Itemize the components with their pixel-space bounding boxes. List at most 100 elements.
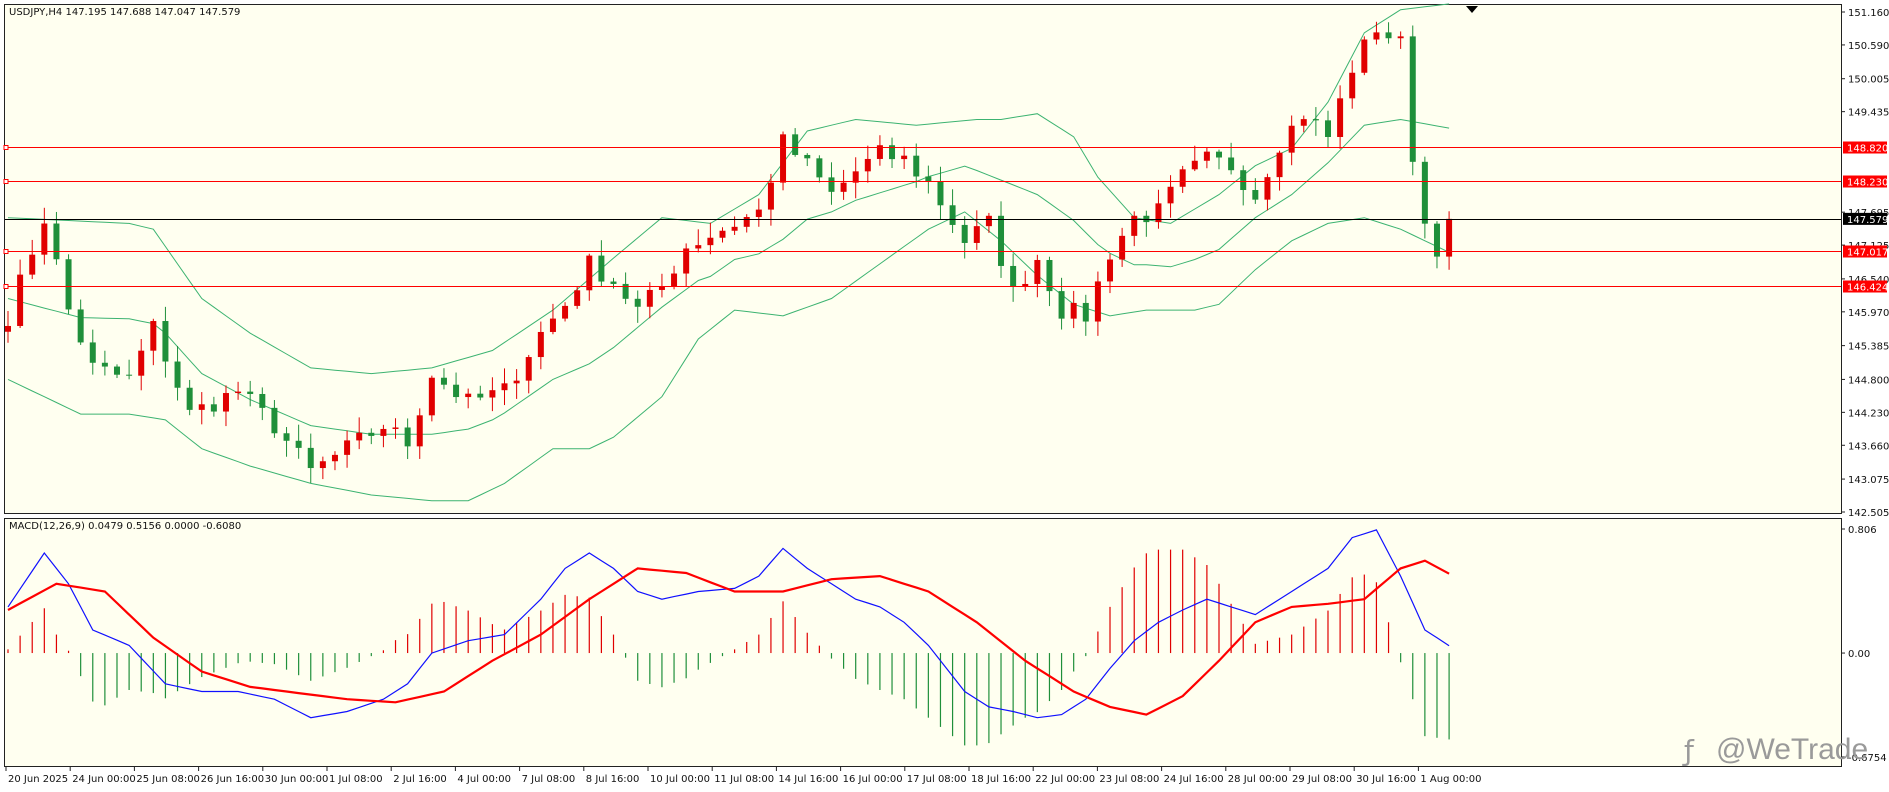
level-label: 147.017 — [1847, 248, 1888, 259]
level-label-bg — [1843, 280, 1887, 293]
candle — [1446, 211, 1453, 270]
time-tick-label: 18 Jul 16:00 — [971, 774, 1031, 785]
time-tick-label: 24 Jul 16:00 — [1164, 774, 1224, 785]
candle — [198, 392, 205, 425]
time-tick-label: 30 Jun 00:00 — [265, 774, 329, 785]
bollinger-bands — [7, 3, 1450, 502]
time-tick-label: 14 Jul 16:00 — [778, 774, 838, 785]
candle — [17, 259, 24, 329]
price-tick-label: 145.385 — [1848, 342, 1889, 353]
candle — [356, 417, 363, 450]
candles — [5, 21, 1453, 484]
price-tick-label: 144.230 — [1848, 408, 1889, 419]
candle — [513, 369, 520, 399]
price-axis-ticks: 151.160150.590150.005149.435147.695147.5… — [1841, 8, 1889, 519]
candle — [477, 385, 484, 401]
candle — [247, 380, 254, 407]
wetrade-logo-icon: ƒ — [1682, 734, 1695, 767]
candle — [489, 377, 496, 412]
candle — [53, 211, 60, 265]
candle — [416, 408, 423, 459]
candle — [852, 157, 859, 199]
time-tick-label: 24 Jun 00:00 — [72, 774, 136, 785]
candle — [804, 153, 811, 167]
level-handle[interactable] — [3, 179, 9, 184]
candle — [1191, 145, 1198, 172]
candle — [586, 253, 593, 301]
price-tick-label: 143.075 — [1848, 475, 1889, 486]
time-tick-label: 20 Jun 2025 — [8, 774, 68, 785]
candle — [1361, 36, 1368, 76]
price-pane[interactable] — [4, 4, 1842, 514]
time-tick-label: 26 Jun 16:00 — [201, 774, 265, 785]
candle — [1010, 253, 1017, 302]
candle — [501, 368, 508, 406]
level-handle[interactable] — [3, 249, 9, 254]
time-tick-label: 30 Jul 16:00 — [1356, 774, 1416, 785]
candle — [1421, 156, 1428, 239]
candle — [295, 424, 302, 459]
time-tick-label: 29 Jul 08:00 — [1292, 774, 1352, 785]
price-tick-label: 146.540 — [1848, 275, 1889, 286]
candle — [598, 240, 605, 287]
candle — [41, 207, 48, 265]
level-label-bg — [1843, 175, 1887, 188]
candle — [1143, 210, 1150, 237]
level-label: 148.230 — [1847, 178, 1888, 189]
time-tick-label: 2 Jul 16:00 — [393, 774, 447, 785]
time-tick-label: 11 Jul 08:00 — [714, 774, 774, 785]
level-handle[interactable] — [3, 284, 9, 289]
time-tick-label: 4 Jul 00:00 — [457, 774, 511, 785]
signal-line — [7, 559, 1450, 716]
candle — [1082, 294, 1089, 336]
candle — [876, 135, 883, 166]
price-tick-label: 143.660 — [1848, 441, 1889, 452]
candle — [259, 387, 266, 421]
price-tick-label: 142.505 — [1848, 508, 1889, 519]
candle — [1034, 254, 1041, 298]
candle — [574, 287, 581, 309]
symbol-header: USDJPY,H4 147.195 147.688 147.047 147.57… — [9, 7, 240, 18]
candle — [1240, 165, 1247, 206]
candle — [1167, 175, 1174, 218]
time-axis: 20 Jun 2025 24 Jun 00:00 25 Jun 08:00 26 Ju… — [5, 767, 1481, 785]
price-tick-label: 150.005 — [1848, 75, 1889, 86]
candle — [1046, 256, 1053, 307]
candle — [1179, 165, 1186, 193]
candle — [1094, 271, 1101, 336]
candle — [562, 302, 569, 322]
candle — [792, 128, 799, 157]
watermark: ƒ @WeTrade — [1682, 733, 1868, 767]
candle — [537, 321, 544, 370]
candle — [29, 239, 36, 280]
candle — [126, 359, 133, 380]
candle — [1312, 107, 1319, 136]
candle — [465, 388, 472, 409]
candle — [1252, 178, 1259, 204]
candle — [271, 400, 278, 438]
candle — [755, 198, 762, 227]
time-tick-label: 23 Jul 08:00 — [1099, 774, 1159, 785]
level-handle[interactable] — [3, 145, 9, 150]
candle — [138, 339, 145, 391]
candle — [913, 143, 920, 188]
candle — [743, 214, 750, 233]
candle — [780, 131, 787, 191]
macd-tick-label: 0.806 — [1848, 525, 1877, 536]
time-tick-label: 22 Jul 00:00 — [1035, 774, 1095, 785]
candle — [1349, 60, 1356, 109]
candle — [319, 456, 326, 480]
candle — [1288, 115, 1295, 166]
macd-pane[interactable] — [4, 518, 1842, 767]
shift-marker-icon[interactable] — [1466, 6, 1478, 13]
time-tick-label: 1 Jul 08:00 — [329, 774, 383, 785]
macd-axis-ticks: 0.806 0.00 -0.6754 — [1841, 525, 1887, 764]
candle — [549, 303, 556, 335]
time-tick-label: 7 Jul 08:00 — [522, 774, 576, 785]
candle — [283, 427, 290, 457]
candle — [1070, 290, 1077, 329]
price-tick-label: 144.800 — [1848, 375, 1889, 386]
candle — [949, 189, 956, 233]
candle — [5, 311, 11, 343]
bb-upper-line — [7, 3, 1450, 375]
